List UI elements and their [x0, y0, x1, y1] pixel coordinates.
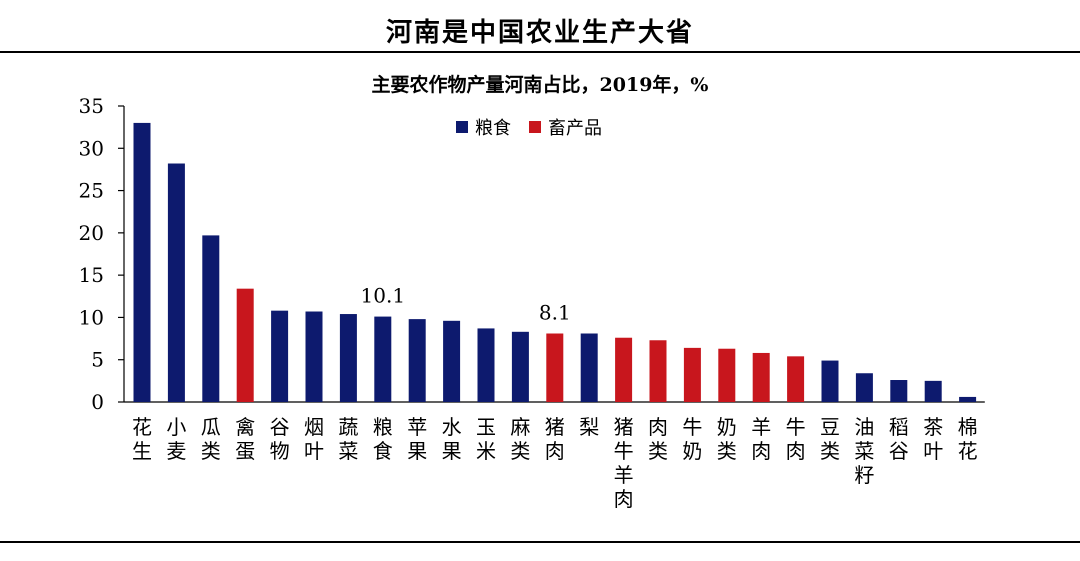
- x-tick-label-char: 麦: [166, 439, 186, 463]
- legend-swatch-grain: [456, 121, 468, 133]
- x-tick-label-char: 叶: [923, 439, 943, 463]
- x-tick-label: 烟: [304, 415, 324, 439]
- x-tick-label-char: 奶: [682, 439, 702, 463]
- bar-棉花: [959, 396, 977, 402]
- x-tick-label-char: 类: [648, 439, 668, 463]
- chart-title: 主要农作物产量河南占比，2019年，%: [371, 74, 709, 96]
- bar-蔬菜: [339, 314, 357, 402]
- x-tick-label: 小: [166, 415, 186, 439]
- x-tick-label-char: 叶: [304, 439, 324, 463]
- y-tick-label: 30: [79, 136, 104, 160]
- bar-麻类: [511, 331, 529, 402]
- x-tick-label: 猪: [614, 415, 634, 439]
- x-tick-label: 牛: [682, 415, 702, 439]
- x-tick-label-char: 类: [717, 439, 737, 463]
- x-tick-label-char: 菜: [338, 439, 358, 463]
- data-label: 10.1: [361, 284, 406, 308]
- legend-label-grain: 粮食: [475, 118, 511, 139]
- x-tick-label-char: 肉: [614, 487, 634, 511]
- bar-茶叶: [924, 380, 942, 402]
- x-tick-label: 棉: [958, 415, 978, 439]
- x-tick-label-char: 花: [958, 439, 978, 463]
- y-tick-label: 0: [91, 390, 104, 414]
- legend-label-livestock: 畜产品: [548, 118, 602, 139]
- x-tick-label-char: 果: [442, 439, 462, 463]
- bar-粮食: [374, 316, 392, 402]
- x-tick-label: 苹: [407, 415, 427, 439]
- x-tick-label-char: 米: [476, 439, 496, 463]
- x-tick-label-char: 肉: [545, 439, 565, 463]
- bar-禽蛋: [236, 288, 254, 402]
- x-tick-label-char: 果: [407, 439, 427, 463]
- x-tick-label: 禽: [235, 415, 255, 439]
- x-tick-label-char: 类: [201, 439, 221, 463]
- x-tick-label-char: 肉: [751, 439, 771, 463]
- bar-瓜类: [202, 235, 220, 402]
- bar-花生: [133, 122, 151, 403]
- x-tick-label: 瓜: [201, 415, 221, 439]
- x-tick-label: 麻: [510, 415, 530, 439]
- y-tick-label: 35: [79, 94, 104, 118]
- legend-item-livestock: 畜产品: [529, 114, 602, 140]
- x-tick-label: 茶: [923, 415, 943, 439]
- x-tick-label-char: 类: [820, 439, 840, 463]
- x-tick-label: 猪: [545, 415, 565, 439]
- bar-小麦: [167, 163, 185, 402]
- bar-牛奶: [683, 347, 701, 402]
- x-tick-label-char: 肉: [786, 439, 806, 463]
- y-tick-label: 20: [79, 221, 104, 245]
- x-tick-label-char: 蛋: [235, 439, 255, 463]
- x-tick-label: 玉: [476, 415, 496, 439]
- x-tick-label-char: 食: [373, 439, 393, 463]
- top-divider: [0, 51, 1080, 53]
- y-tick-label: 10: [79, 305, 104, 329]
- x-tick-label: 谷: [270, 415, 290, 439]
- bar-苹果: [408, 319, 426, 402]
- bottom-divider: [0, 541, 1080, 543]
- y-tick-label: 15: [79, 263, 104, 287]
- bar-猪肉: [546, 333, 564, 402]
- x-tick-label: 蔬: [338, 415, 358, 439]
- y-tick-label: 25: [79, 179, 104, 203]
- x-tick-label-char: 羊: [614, 463, 634, 487]
- bar-梨: [580, 333, 598, 402]
- x-tick-label: 奶: [717, 415, 737, 439]
- x-tick-label: 油: [854, 415, 874, 439]
- x-tick-label-char: 物: [270, 439, 290, 463]
- x-tick-label: 花: [132, 415, 152, 439]
- bar-牛肉: [787, 356, 805, 402]
- y-tick-label: 5: [91, 348, 104, 372]
- bar-烟叶: [305, 311, 323, 402]
- x-tick-label: 稻: [889, 415, 909, 439]
- x-tick-label: 粮: [373, 415, 393, 439]
- bar-水果: [443, 320, 461, 402]
- x-tick-label: 水: [442, 415, 462, 439]
- bar-油菜籽: [855, 373, 873, 402]
- x-tick-label-char: 类: [510, 439, 530, 463]
- x-tick-label-char: 牛: [614, 439, 634, 463]
- x-tick-label-char: 谷: [889, 439, 909, 463]
- bar-猪牛羊肉: [615, 337, 633, 402]
- x-tick-label: 豆: [820, 415, 840, 439]
- bar-豆类: [821, 360, 839, 402]
- bar-肉类: [649, 340, 667, 402]
- x-tick-label-char: 籽: [854, 463, 874, 487]
- x-tick-label-char: 生: [132, 439, 152, 463]
- chart-legend: 粮食 畜产品: [456, 114, 620, 140]
- bar-谷物: [271, 310, 289, 402]
- x-tick-label: 肉: [648, 415, 668, 439]
- bar-奶类: [718, 348, 736, 402]
- page-title: 河南是中国农业生产大省: [385, 18, 694, 48]
- legend-swatch-livestock: [529, 121, 541, 133]
- bar-稻谷: [890, 380, 908, 402]
- legend-item-grain: 粮食: [456, 114, 511, 140]
- bar-玉米: [477, 328, 495, 402]
- data-label: 8.1: [539, 300, 571, 324]
- bar-羊肉: [752, 352, 770, 402]
- x-tick-label: 梨: [579, 415, 599, 439]
- x-tick-label-char: 菜: [854, 439, 874, 463]
- x-tick-label: 羊: [751, 415, 771, 439]
- x-tick-label: 牛: [786, 415, 806, 439]
